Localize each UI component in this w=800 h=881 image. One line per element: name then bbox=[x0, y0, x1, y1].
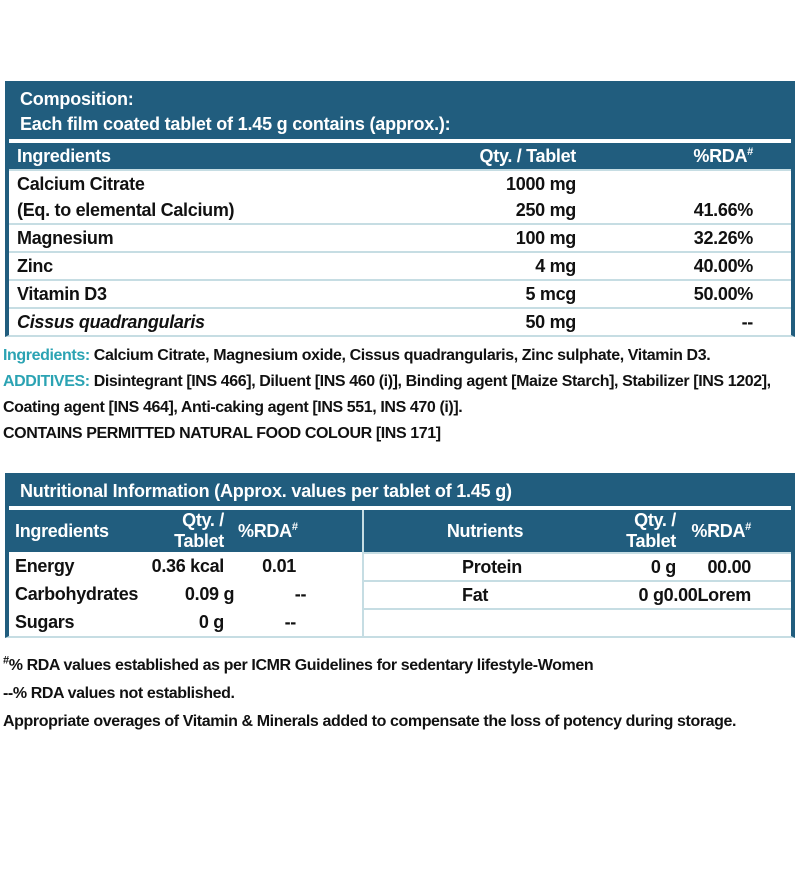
composition-subtitle: Each film coated tablet of 1.45 g contai… bbox=[20, 114, 451, 134]
nutrient-qty-rda-merged: 0 g0.00Lorem bbox=[638, 585, 752, 605]
nutrient-rda: 00.00 bbox=[707, 557, 751, 577]
ingredients-and-additives-notes: Ingredients: Calcium Citrate, Magnesium … bbox=[3, 343, 797, 447]
nutritional-information-table: Nutritional Information (Approx. values … bbox=[5, 473, 795, 638]
ingredient-qty: 50 mg bbox=[525, 312, 576, 332]
footnote-marker: # bbox=[3, 654, 9, 667]
nutrient-qty: 0 g bbox=[650, 557, 676, 577]
supplement-label: Composition: Each film coated tablet of … bbox=[0, 81, 800, 881]
nutrient-name: Sugars bbox=[15, 612, 75, 632]
ingredient-name: Vitamin D3 bbox=[17, 284, 107, 304]
composition-title: Composition: bbox=[20, 89, 134, 109]
nutrient-name: Protein bbox=[462, 557, 522, 577]
nutrient-qty: 0.09 g bbox=[184, 584, 235, 604]
ingredient-name: Magnesium bbox=[17, 228, 114, 248]
column-header-rda-percent: %RDA# bbox=[690, 521, 791, 542]
column-header-qty-per-tablet: Qty. / Tablet bbox=[479, 145, 577, 166]
nutrition-title-band: Nutritional Information (Approx. values … bbox=[9, 477, 791, 510]
table-row-vitamin-d3: Vitamin D3 5 mcg 50.00% bbox=[9, 279, 791, 307]
table-row-cissus-quadrangularis: Cissus quadrangularis 50 mg -- bbox=[9, 307, 791, 335]
nutrition-right-headers: Nutrients Qty. / Tablet %RDA# bbox=[362, 510, 791, 552]
column-header-ingredients: Ingredients bbox=[17, 145, 111, 166]
ingredient-rda: 41.66% bbox=[693, 200, 754, 220]
nutrient-name: Energy bbox=[15, 556, 75, 576]
composition-column-headers: Ingredients Qty. / Tablet %RDA# bbox=[9, 143, 791, 169]
nutrition-left-headers: Ingredients Qty. / Tablet %RDA# bbox=[9, 510, 362, 552]
rda-footnote-marker: # bbox=[291, 520, 298, 533]
nutrient-qty: 0 g bbox=[198, 612, 224, 632]
column-header-qty-per-tablet: Qty. / Tablet bbox=[626, 510, 676, 551]
ingredient-qty: 4 mg bbox=[535, 256, 576, 276]
table-row-energy: Energy 0.36 kcal 0.01 bbox=[9, 552, 362, 580]
additives-note: ADDITIVES: Disintegrant [INS 466], Dilue… bbox=[3, 369, 797, 421]
empty-cell bbox=[364, 610, 606, 636]
rda-label: %RDA bbox=[693, 145, 748, 166]
table-row-sugars: Sugars 0 g -- bbox=[9, 608, 362, 636]
composition-header-band: Composition: Each film coated tablet of … bbox=[9, 85, 791, 143]
footnote-rda-established: #% RDA values established as per ICMR Gu… bbox=[3, 654, 594, 674]
table-row-protein: Protein 0 g 00.00 bbox=[362, 552, 791, 580]
rda-label: %RDA bbox=[691, 520, 746, 541]
ingredient-qty: 1000 mg 250 mg bbox=[506, 174, 576, 220]
footnote-overages: Appropriate overages of Vitamin & Minera… bbox=[3, 713, 737, 730]
column-header-qty-per-tablet: Qty. / Tablet bbox=[174, 510, 224, 551]
ingredient-rda: -- bbox=[741, 312, 754, 332]
food-colour-note: CONTAINS PERMITTED NATURAL FOOD COLOUR [… bbox=[3, 425, 441, 442]
table-row-magnesium: Magnesium 100 mg 32.26% bbox=[9, 223, 791, 251]
column-header-rda-percent: %RDA# bbox=[238, 521, 362, 542]
nutrition-row-2: Carbohydrates 0.09 g -- Fat 0 g0.00Lorem bbox=[9, 580, 791, 608]
nutrient-name: Carbohydrates bbox=[15, 584, 139, 604]
nutrient-rda: -- bbox=[284, 612, 297, 632]
additives-note-label: ADDITIVES: bbox=[3, 373, 90, 390]
column-header-nutrients: Nutrients bbox=[446, 520, 524, 541]
nutrition-row-1: Energy 0.36 kcal 0.01 Protein 0 g 00.00 bbox=[9, 552, 791, 580]
ingredient-rda: 40.00% bbox=[693, 256, 754, 276]
ingredient-name: Zinc bbox=[17, 256, 53, 276]
ingredients-note: Ingredients: Calcium Citrate, Magnesium … bbox=[3, 343, 797, 369]
ingredients-note-text: Calcium Citrate, Magnesium oxide, Cissus… bbox=[89, 347, 711, 364]
ingredient-qty: 5 mcg bbox=[525, 284, 576, 304]
nutrient-qty: 0.36 kcal bbox=[151, 556, 225, 576]
column-header-rda-percent: %RDA# bbox=[606, 146, 791, 167]
footnote-rda-not-established: --% RDA values not established. bbox=[3, 685, 235, 702]
rda-footnote-marker: # bbox=[747, 145, 753, 158]
composition-table: Composition: Each film coated tablet of … bbox=[5, 81, 795, 337]
table-row-fat: Fat 0 g0.00Lorem bbox=[362, 580, 791, 608]
table-row-calcium-citrate: Calcium Citrate (Eq. to elemental Calciu… bbox=[9, 169, 791, 223]
nutrition-column-headers: Ingredients Qty. / Tablet %RDA# Nutrient… bbox=[9, 510, 791, 552]
rda-label: %RDA bbox=[238, 520, 292, 541]
ingredient-qty: 100 mg bbox=[515, 228, 577, 248]
ingredient-name: Cissus quadrangularis bbox=[17, 312, 205, 332]
rda-footnotes: #% RDA values established as per ICMR Gu… bbox=[3, 652, 797, 736]
table-row-zinc: Zinc 4 mg 40.00% bbox=[9, 251, 791, 279]
ingredient-name: Calcium Citrate (Eq. to elemental Calciu… bbox=[17, 174, 235, 220]
table-row-carbohydrates: Carbohydrates 0.09 g -- bbox=[9, 580, 362, 608]
nutrient-name: Fat bbox=[462, 585, 489, 605]
nutrition-row-3: Sugars 0 g -- bbox=[9, 608, 791, 636]
ingredient-rda: 32.26% bbox=[693, 228, 754, 248]
table-row-empty bbox=[362, 608, 791, 636]
column-header-ingredients: Ingredients bbox=[15, 520, 109, 541]
nutrient-rda: -- bbox=[294, 584, 307, 604]
nutrient-rda: 0.01 bbox=[262, 556, 296, 576]
ingredient-rda: 50.00% bbox=[693, 284, 754, 304]
rda-footnote-marker: # bbox=[745, 520, 751, 533]
ingredients-note-label: Ingredients: bbox=[3, 347, 90, 364]
additives-note-text: Disintegrant [INS 466], Diluent [INS 460… bbox=[3, 373, 771, 416]
nutrition-title: Nutritional Information (Approx. values … bbox=[20, 481, 512, 501]
